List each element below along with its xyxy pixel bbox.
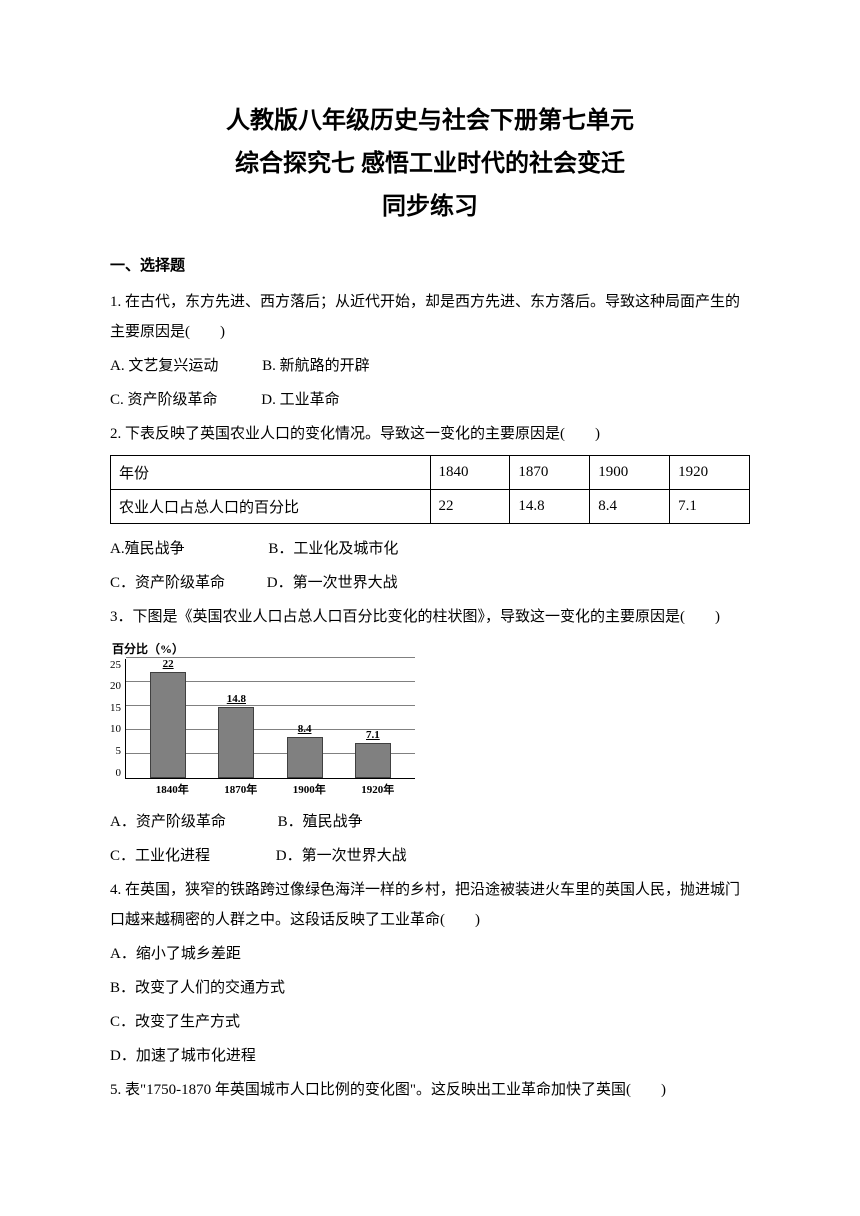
table-cell: 1920 (670, 455, 750, 489)
question-1-options-row2: C. 资产阶级革命 D. 工业革命 (110, 385, 750, 415)
q1-option-c: C. 资产阶级革命 (110, 385, 218, 415)
bar-slot: 22 (143, 658, 193, 778)
q4-option-b: B．改变了人们的交通方式 (110, 973, 750, 1003)
q3-option-a: A．资产阶级革命 (110, 807, 226, 837)
q4-option-d: D．加速了城市化进程 (110, 1041, 750, 1071)
bar-slot: 8.4 (280, 723, 330, 777)
q1-option-b: B. 新航路的开辟 (262, 351, 370, 381)
bar-value-label: 22 (163, 658, 174, 670)
ytick: 20 (110, 680, 121, 692)
ytick: 15 (110, 702, 121, 714)
table-row: 农业人口占总人口的百分比 22 14.8 8.4 7.1 (111, 489, 750, 523)
table-cell: 7.1 (670, 489, 750, 523)
question-3-options-row1: A．资产阶级革命 B．殖民战争 (110, 807, 750, 837)
bar (287, 737, 323, 777)
question-2-text: 2. 下表反映了英国农业人口的变化情况。导致这一变化的主要原因是( ) (110, 419, 750, 449)
q4-opt-c-text: C．改变了生产方式 (110, 1007, 750, 1037)
table-cell: 1900 (590, 455, 670, 489)
q2-option-a: A.殖民战争 (110, 534, 185, 564)
question-2-options-row2: C．资产阶级革命 D．第一次世界大战 (110, 568, 750, 598)
question-2-options-row1: A.殖民战争 B．工业化及城市化 (110, 534, 750, 564)
table-cell: 农业人口占总人口的百分比 (111, 489, 431, 523)
table-cell: 14.8 (510, 489, 590, 523)
q2-data-table: 年份 1840 1870 1900 1920 农业人口占总人口的百分比 22 1… (110, 455, 750, 524)
q3-option-b: B．殖民战争 (278, 807, 363, 837)
ytick: 25 (110, 659, 121, 671)
table-cell: 年份 (111, 455, 431, 489)
bar (150, 672, 186, 778)
q4-option-c: C．改变了生产方式 (110, 1007, 750, 1037)
question-5-text: 5. 表"1750‐1870 年英国城市人口比例的变化图"。这反映出工业革命加快… (110, 1075, 750, 1105)
q4-opt-d-text: D．加速了城市化进程 (110, 1041, 750, 1071)
q1-option-a: A. 文艺复兴运动 (110, 351, 218, 381)
bar-value-label: 7.1 (366, 729, 380, 741)
bar-group: 22 14.8 8.4 7.1 (126, 659, 415, 778)
chart-yaxis: 25 20 15 10 5 0 (110, 659, 125, 779)
xtick: 1920年 (353, 781, 403, 797)
table-row: 年份 1840 1870 1900 1920 (111, 455, 750, 489)
q3-option-d: D．第一次世界大战 (276, 841, 407, 871)
q4-option-a: A．缩小了城乡差距 (110, 939, 750, 969)
bar (355, 743, 391, 777)
question-1-options-row1: A. 文艺复兴运动 B. 新航路的开辟 (110, 351, 750, 381)
title-line-2: 综合探究七 感悟工业时代的社会变迁 (110, 143, 750, 186)
table-cell: 8.4 (590, 489, 670, 523)
q1-option-d: D. 工业革命 (261, 385, 339, 415)
q3-option-c: C．工业化进程 (110, 841, 210, 871)
question-3-options-row2: C．工业化进程 D．第一次世界大战 (110, 841, 750, 871)
bar-value-label: 8.4 (298, 723, 312, 735)
q2-option-d: D．第一次世界大战 (267, 568, 398, 598)
bar-slot: 7.1 (348, 729, 398, 777)
table-cell: 1840 (430, 455, 510, 489)
table-cell: 1870 (510, 455, 590, 489)
chart-xaxis: 1840年 1870年 1900年 1920年 (130, 779, 420, 797)
xtick: 1900年 (284, 781, 334, 797)
xtick: 1870年 (216, 781, 266, 797)
q2-option-c: C．资产阶级革命 (110, 568, 225, 598)
document-title: 人教版八年级历史与社会下册第七单元 综合探究七 感悟工业时代的社会变迁 同步练习 (110, 100, 750, 230)
question-4-text: 4. 在英国，狭窄的铁路跨过像绿色海洋一样的乡村，把沿途被装进火车里的英国人民，… (110, 875, 750, 935)
chart-area: 25 20 15 10 5 0 22 14.8 8.4 7.1 (110, 659, 750, 779)
q3-bar-chart: 百分比（%） 25 20 15 10 5 0 22 14.8 8.4 7.1 1840… (110, 640, 750, 797)
bar-slot: 14.8 (211, 693, 261, 778)
title-line-1: 人教版八年级历史与社会下册第七单元 (110, 100, 750, 143)
chart-plot: 22 14.8 8.4 7.1 (125, 659, 415, 779)
question-3-text: 3．下图是《英国农业人口占总人口百分比变化的柱状图》，导致这一变化的主要原因是(… (110, 602, 750, 632)
bar-value-label: 14.8 (227, 693, 246, 705)
ytick: 10 (110, 723, 121, 735)
ytick: 0 (110, 767, 121, 779)
ytick: 5 (110, 745, 121, 757)
q2-option-b: B．工业化及城市化 (268, 534, 398, 564)
xtick: 1840年 (147, 781, 197, 797)
title-line-3: 同步练习 (110, 186, 750, 229)
q4-opt-b-text: B．改变了人们的交通方式 (110, 973, 750, 1003)
question-1-text: 1. 在古代，东方先进、西方落后；从近代开始，却是西方先进、东方落后。导致这种局… (110, 287, 750, 347)
table-cell: 22 (430, 489, 510, 523)
bar (218, 707, 254, 778)
chart-yaxis-label: 百分比（%） (112, 640, 750, 657)
q4-opt-a-text: A．缩小了城乡差距 (110, 939, 750, 969)
section-heading: 一、选择题 (110, 254, 750, 275)
